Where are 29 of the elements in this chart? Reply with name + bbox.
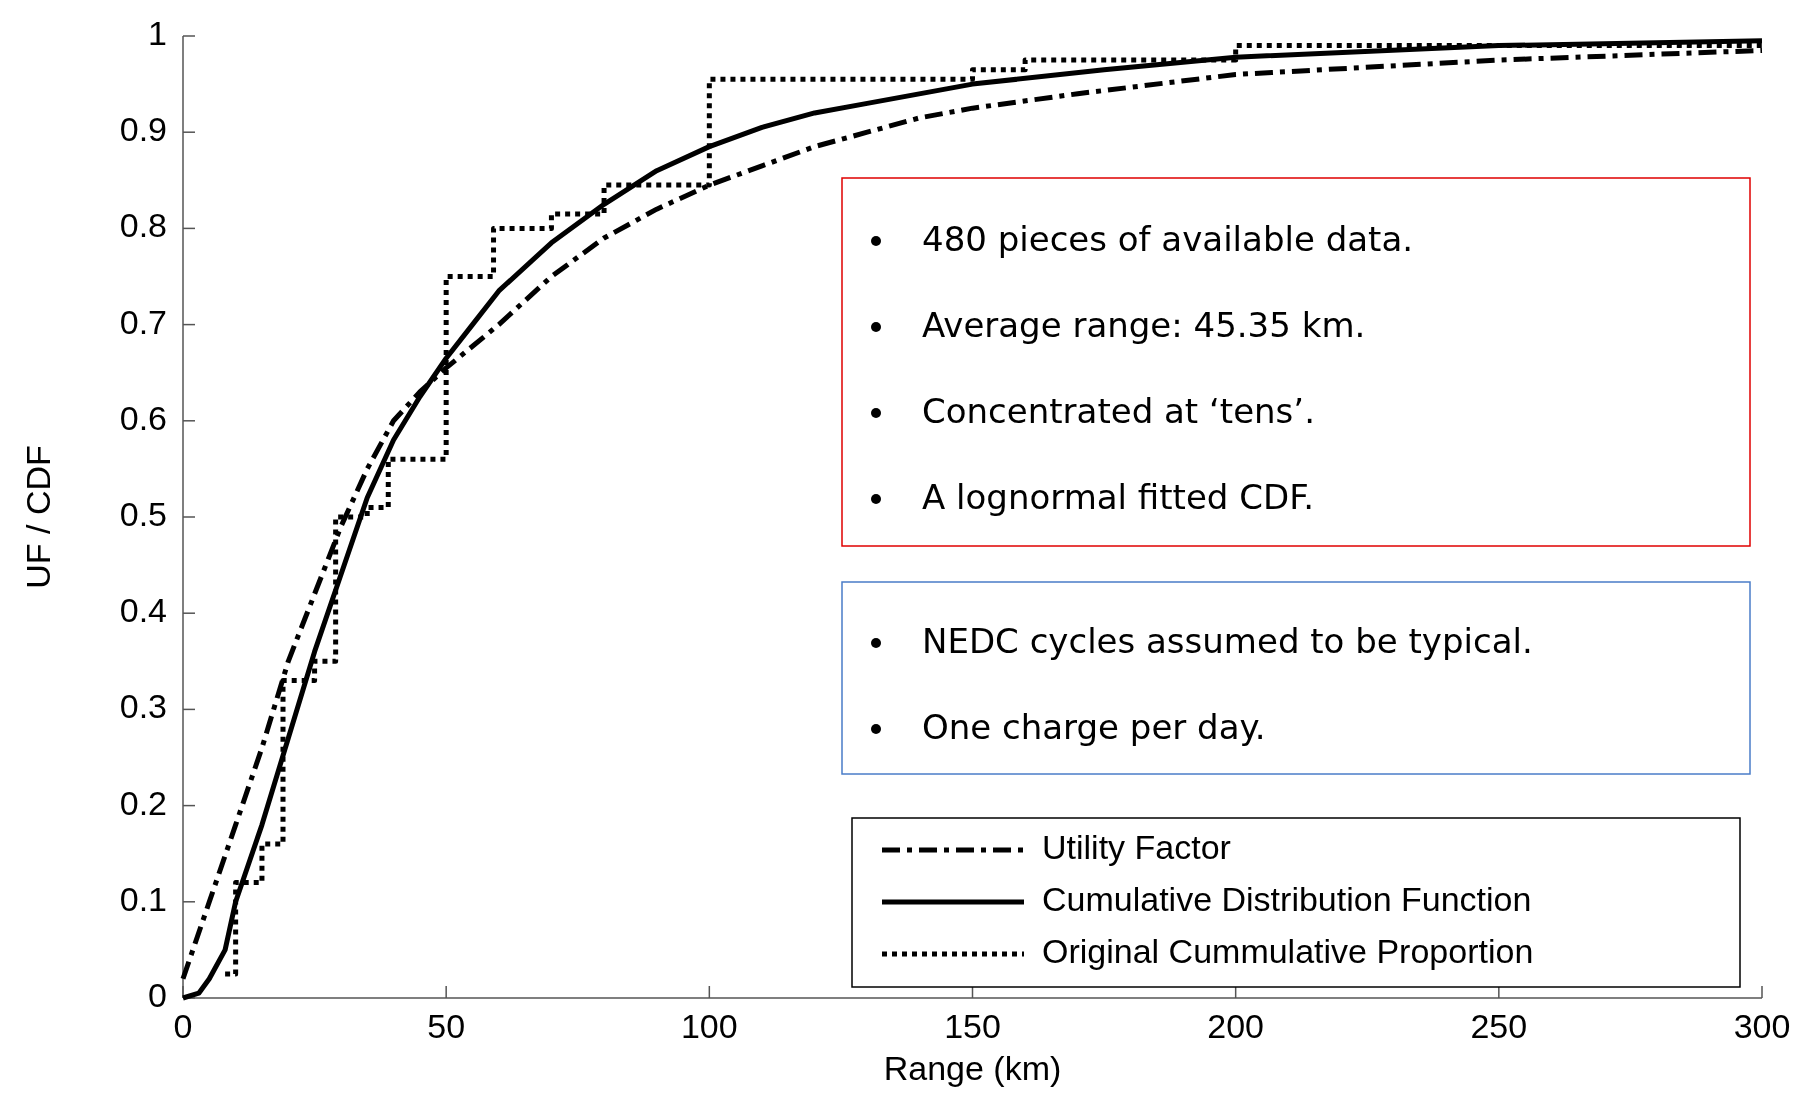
y-tick-label: 1	[148, 13, 167, 52]
x-tick-label: 200	[1207, 1007, 1265, 1045]
annotation: 480 pieces of available data.	[922, 218, 1414, 259]
x-tick-label: 50	[427, 1007, 466, 1045]
y-tick-label: 0.4	[119, 591, 167, 630]
x-tick-label: 100	[680, 1007, 738, 1045]
y-tick-label: 0.9	[119, 110, 167, 149]
legend-label: Cumulative Distribution Function	[1042, 879, 1532, 918]
x-tick-label: 250	[1470, 1007, 1528, 1045]
annotation: Concentrated at ‘tens’.	[922, 390, 1315, 431]
y-axis-title: UF / CDF	[19, 445, 57, 589]
y-tick-label: 0.7	[119, 302, 167, 341]
annotation: A lognormal fitted CDF.	[922, 476, 1315, 517]
y-tick-label: 0	[148, 975, 167, 1014]
y-tick-label: 0.5	[119, 494, 167, 533]
y-tick-label: 0.1	[119, 879, 167, 918]
x-tick-label: 300	[1733, 1007, 1791, 1045]
y-tick-label: 0.2	[119, 783, 167, 822]
y-tick-label: 0.6	[119, 398, 167, 437]
y-tick-label: 0.8	[119, 206, 167, 245]
x-tick-label: 0	[173, 1007, 193, 1045]
annotation: NEDC cycles assumed to be typical.	[922, 620, 1533, 661]
y-tick-label: 0.3	[119, 687, 167, 726]
x-tick-label: 150	[944, 1007, 1001, 1045]
annotation: Average range: 45.35 km.	[922, 304, 1366, 345]
annotation: One charge per day.	[922, 706, 1266, 747]
legend-label: Utility Factor	[1042, 827, 1231, 866]
x-axis-title: Range (km)	[883, 1049, 1062, 1087]
legend-label: Original Cummulative Proportion	[1042, 931, 1534, 970]
